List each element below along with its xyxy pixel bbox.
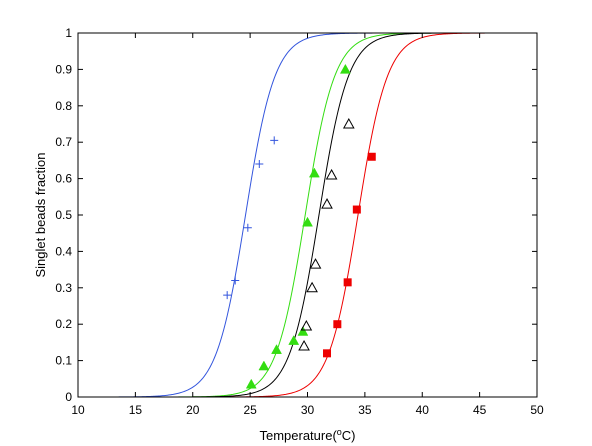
- y-tick-label: 0.3: [55, 281, 72, 295]
- data-point-square: [323, 349, 332, 358]
- data-point-triangle-filled: [308, 167, 320, 178]
- x-tick-label: 10: [71, 403, 85, 417]
- data-point-triangle-open: [309, 258, 322, 269]
- data-point-square: [343, 278, 352, 287]
- data-point-triangle-filled: [258, 360, 270, 371]
- data-point-triangle-filled: [302, 216, 313, 227]
- y-tick-label: 0.7: [55, 135, 72, 149]
- data-point-triangle-filled: [297, 325, 309, 336]
- data-point-triangle-open: [342, 117, 355, 129]
- data-point-plus: [243, 223, 252, 232]
- y-tick-label: 0.2: [55, 317, 72, 331]
- x-tick-label: 45: [473, 403, 487, 417]
- x-axis-label: Temperature(oC): [259, 427, 355, 443]
- data-point-triangle-filled: [339, 63, 351, 74]
- fit-curves-layer: [78, 32, 537, 398]
- ticks-layer: 10 15 20 25 30 35 40 45 50 0 0.1 0.2 0.3 0.4 0.5 0.6 0.7…: [55, 26, 544, 417]
- x-tick-label: 25: [243, 403, 257, 417]
- fit-curve-series-1: [78, 32, 537, 398]
- x-tick-label: 20: [186, 403, 200, 417]
- y-tick-label: 0.1: [55, 354, 72, 368]
- x-tick-label: 30: [301, 403, 315, 417]
- data-point-triangle-open: [298, 340, 310, 351]
- fit-curve-series-4: [78, 32, 537, 398]
- x-axis-label-main: Temperature(: [259, 428, 337, 443]
- fit-curve-series-2: [78, 32, 537, 398]
- y-tick-label: 0.8: [55, 99, 72, 113]
- x-tick-label: 40: [416, 403, 430, 417]
- y-tick-label: 0.5: [55, 208, 72, 222]
- fit-curve-series-3: [78, 32, 537, 398]
- x-axis-label-degree: o: [337, 427, 342, 437]
- y-tick-label: 0.6: [55, 172, 72, 186]
- x-tick-label: 15: [129, 403, 143, 417]
- y-axis-label: Singlet beads fraction: [33, 152, 48, 277]
- data-point-triangle-open: [300, 319, 313, 331]
- data-point-plus: [223, 291, 232, 300]
- data-point-plus: [270, 136, 279, 145]
- y-tick-label: 0.4: [55, 244, 72, 258]
- data-point-triangle-filled: [245, 378, 257, 389]
- data-point-square: [333, 320, 342, 329]
- x-tick-label: 50: [530, 403, 544, 417]
- x-axis-label-unit: C): [342, 428, 356, 443]
- data-point-triangle-open: [325, 168, 338, 180]
- data-point-plus: [255, 160, 264, 169]
- data-point-square: [367, 152, 376, 161]
- y-tick-label: 0.9: [55, 62, 72, 76]
- data-point-triangle-filled: [271, 344, 282, 354]
- plot-area-frame: [77, 32, 538, 398]
- y-tick-label: 1: [65, 26, 72, 40]
- y-tick-label: 0: [65, 390, 72, 404]
- data-point-triangle-open: [306, 281, 318, 293]
- x-tick-label: 35: [358, 403, 372, 417]
- data-point-plus: [231, 276, 240, 285]
- data-point-triangle-filled: [288, 335, 300, 345]
- data-point-square: [352, 205, 361, 214]
- data-point-triangle-open: [321, 198, 333, 209]
- markers-layer: [223, 63, 376, 389]
